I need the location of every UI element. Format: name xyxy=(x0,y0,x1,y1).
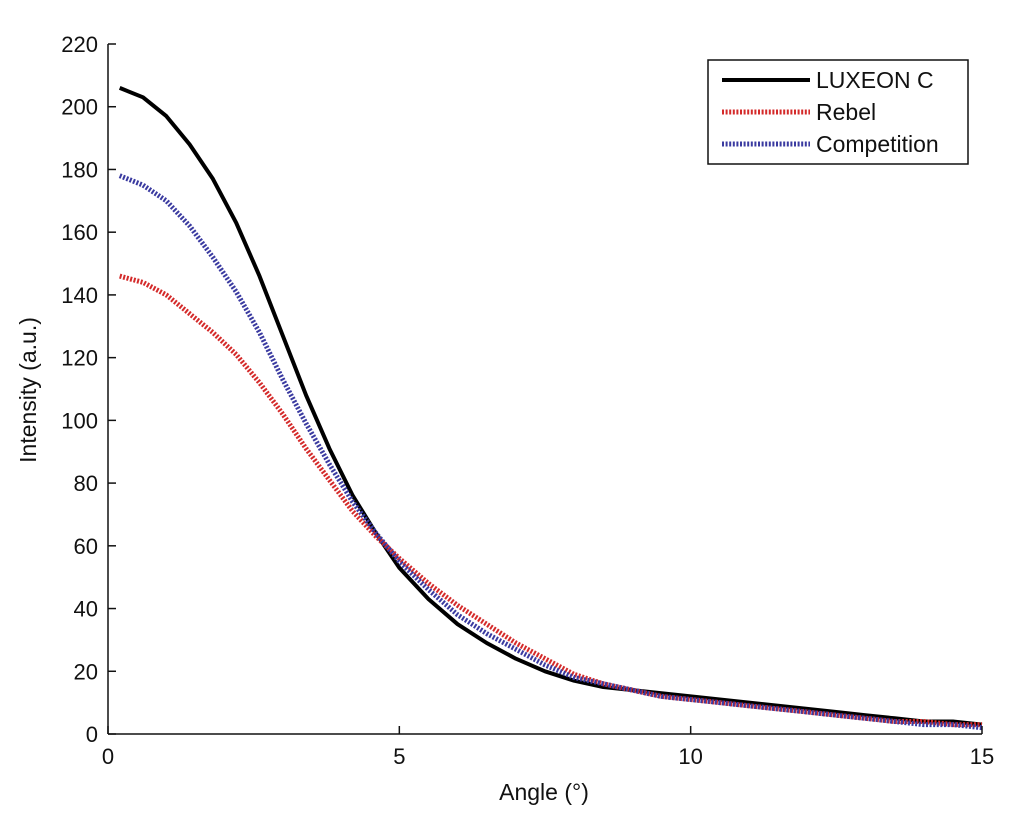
legend-label: Rebel xyxy=(816,99,876,125)
y-tick-label: 120 xyxy=(61,346,98,371)
legend: LUXEON C Rebel Competition xyxy=(707,59,969,165)
x-tick-label: 15 xyxy=(970,744,994,769)
series-line-competition xyxy=(118,173,983,731)
axes xyxy=(107,44,982,735)
y-tick-label: 180 xyxy=(61,157,98,182)
legend-label: Competition xyxy=(816,131,939,157)
x-tick-label: 10 xyxy=(678,744,702,769)
legend-label: LUXEON C xyxy=(816,67,934,93)
y-tick-label: 0 xyxy=(86,722,98,747)
y-tick-label: 100 xyxy=(61,408,98,433)
x-tick-label: 0 xyxy=(102,744,114,769)
y-tick-label: 60 xyxy=(74,534,98,559)
y-tick-label: 80 xyxy=(74,471,98,496)
y-tick-label: 20 xyxy=(74,659,98,684)
x-tick-label: 5 xyxy=(393,744,405,769)
ticks: 0 5 10 15 0 20 40 60 80 100 120 140 160 180 200 220 xyxy=(61,32,994,769)
y-axis-label: Intensity (a.u.) xyxy=(15,317,41,463)
y-tick-label: 220 xyxy=(61,32,98,57)
x-axis-label: Angle (°) xyxy=(499,779,589,805)
y-tick-label: 160 xyxy=(61,220,98,245)
series-layer xyxy=(118,86,983,731)
y-tick-label: 140 xyxy=(61,283,98,308)
series-line-luxeon-c xyxy=(118,86,983,727)
y-tick-label: 200 xyxy=(61,95,98,120)
series-line-rebel xyxy=(119,273,982,728)
y-tick-label: 40 xyxy=(74,597,98,622)
